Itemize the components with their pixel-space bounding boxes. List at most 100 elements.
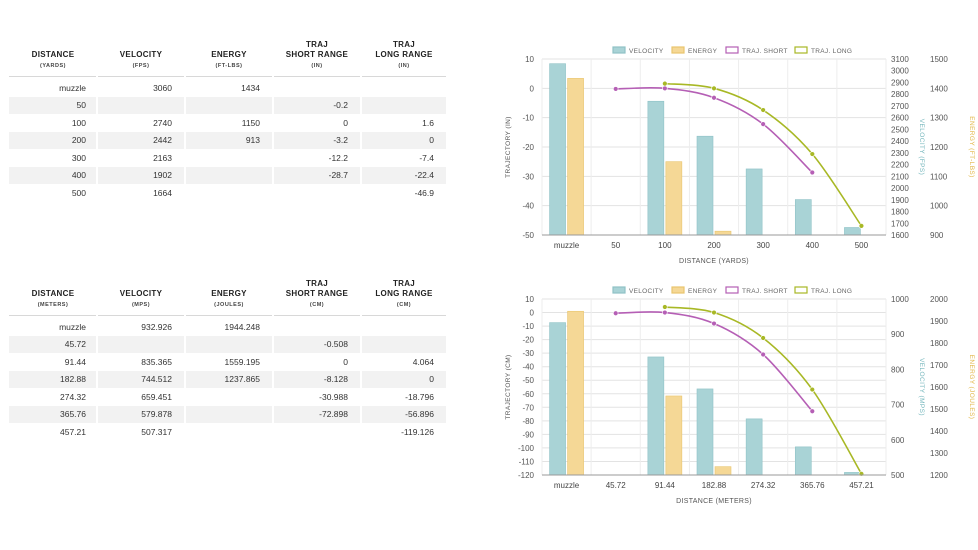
traj-short-point: [760, 351, 766, 358]
header-traj-short: TRAJ SHORT RANGE (CM): [273, 279, 361, 316]
ballistics-chart-imperial: 100-10-20-30-40-503100300029002800270026…: [505, 46, 975, 265]
table-cell: 835.365: [97, 353, 186, 371]
traj-short-point: [662, 85, 668, 92]
y-tick-label: -120: [518, 471, 535, 480]
velocity-bar: [794, 199, 812, 236]
x-tick-label: 50: [611, 241, 620, 250]
velocity-bar: [549, 63, 566, 236]
header-traj-long: TRAJ LONG RANGE (IN): [361, 40, 447, 77]
table-cell: [185, 166, 274, 184]
y-tick-label: -20: [522, 336, 534, 345]
legend-velocity: VELOCITY: [629, 48, 664, 55]
table-cell: -18.796: [361, 388, 448, 406]
velocity-tick-label: 1900: [891, 196, 909, 205]
traj-long-point: [809, 151, 815, 157]
x-tick-label: 300: [756, 241, 770, 250]
energy-bar: [665, 161, 683, 236]
table-cell: [185, 96, 274, 114]
table-cell: [185, 335, 274, 353]
traj-short-point: [613, 86, 619, 92]
energy-tick-label: 1300: [930, 449, 948, 458]
x-tick-label: 45.72: [606, 481, 627, 490]
table-cell: 1237.865: [185, 370, 274, 388]
velocity-tick-label: 2700: [891, 102, 909, 111]
table-cell: 100: [9, 114, 98, 132]
legend-traj-short: TRAJ. SHORT: [742, 48, 788, 55]
traj-long-point: [662, 80, 668, 87]
table-cell: -119.126: [361, 423, 448, 441]
velocity-tick-label: 2800: [891, 90, 909, 99]
table-cell: [361, 96, 448, 114]
velocity-tick-label: 800: [891, 365, 905, 374]
table-row: 500 1664 -46.9: [9, 184, 448, 202]
table-cell: 932.926: [97, 318, 186, 336]
traj-long-point: [662, 304, 668, 310]
legend-energy-swatch: [671, 286, 685, 294]
velocity-bar: [745, 168, 763, 236]
y-tick-label: -30: [522, 349, 534, 358]
table-cell: -0.2: [273, 96, 362, 114]
table-row: muzzle 932.926 1944.248: [9, 318, 448, 336]
energy-bar: [714, 466, 732, 476]
y-tick-label: -60: [522, 390, 534, 399]
x-tick-label: 400: [806, 241, 820, 250]
table-cell: [273, 423, 362, 441]
table-row: 274.32 659.451 -30.988 -18.796: [9, 388, 448, 406]
x-axis-label: DISTANCE (YARDS): [679, 258, 749, 265]
table-row: 100 2740 1150 0 1.6: [9, 114, 448, 132]
energy-tick-label: 1100: [930, 172, 948, 181]
velocity-tick-label: 2400: [891, 137, 909, 146]
legend-traj-long: TRAJ. LONG: [811, 288, 852, 295]
y-tick-label: 0: [530, 309, 535, 318]
header-traj-long: TRAJ LONG RANGE (CM): [361, 279, 447, 316]
left-axis-label: TRAJECTORY (CM): [505, 354, 512, 419]
table-cell: [273, 184, 362, 202]
velocity-tick-label: 2500: [891, 125, 909, 134]
table-cell: 45.72: [9, 335, 98, 353]
traj-short-line: [615, 86, 813, 174]
traj-short-point: [711, 95, 717, 101]
velocity-tick-label: 2100: [891, 172, 909, 181]
table-cell: -46.9: [361, 184, 448, 202]
velocity-tick-label: 2600: [891, 114, 909, 123]
x-tick-label: muzzle: [554, 481, 580, 490]
table-cell: 0: [361, 370, 448, 388]
table-cell: [97, 335, 186, 353]
traj-long-line: [664, 306, 863, 475]
energy-tick-label: 1700: [930, 361, 948, 370]
legend-energy: ENERGY: [688, 288, 718, 295]
table-cell: [185, 184, 274, 202]
table-cell: 365.76: [9, 405, 98, 423]
energy-bar: [714, 230, 732, 236]
velocity-tick-label: 2000: [891, 184, 909, 193]
table-cell: -0.508: [273, 335, 362, 353]
velocity-bar: [745, 418, 763, 476]
legend-velocity: VELOCITY: [629, 288, 664, 295]
y-tick-label: -100: [518, 444, 535, 453]
ballistics-chart-metric: 10 0 -10 -20 -30 -40 -50 -60 -70 -80 -90 -100 -110 -1…: [505, 286, 975, 505]
legend-traj-short-swatch: [725, 46, 739, 54]
ballistics-table-metric: DISTANCE (METERS) VELOCITY (MPS) ENERGY (JO…: [9, 279, 448, 441]
legend-traj-long-swatch: [794, 46, 808, 54]
header-distance: DISTANCE (METERS): [9, 279, 97, 316]
y-tick-label: -40: [522, 202, 534, 211]
velocity-bar: [696, 135, 714, 236]
energy-tick-label: 1500: [930, 55, 948, 64]
table-cell: 1150: [185, 114, 274, 132]
table-row: 182.88 744.512 1237.865 -8.128 0: [9, 370, 448, 388]
table-cell: [185, 388, 274, 406]
x-tick-label: 91.44: [655, 481, 676, 490]
x-axis-label: DISTANCE (METERS): [676, 498, 752, 505]
y-tick-label: 10: [525, 295, 534, 304]
traj-long-point: [858, 223, 865, 229]
velocity-tick-label: 600: [891, 436, 905, 445]
legend-energy: ENERGY: [688, 48, 718, 55]
table-cell: 1559.195: [185, 353, 274, 371]
y-tick-label: -90: [522, 430, 534, 439]
energy-tick-label: 1300: [930, 114, 948, 123]
traj-short-point: [809, 408, 815, 414]
velocity-tick-label: 1800: [891, 208, 909, 217]
velocity-tick-label: 500: [891, 471, 905, 480]
traj-short-point: [613, 310, 619, 316]
traj-long-point: [760, 335, 766, 341]
